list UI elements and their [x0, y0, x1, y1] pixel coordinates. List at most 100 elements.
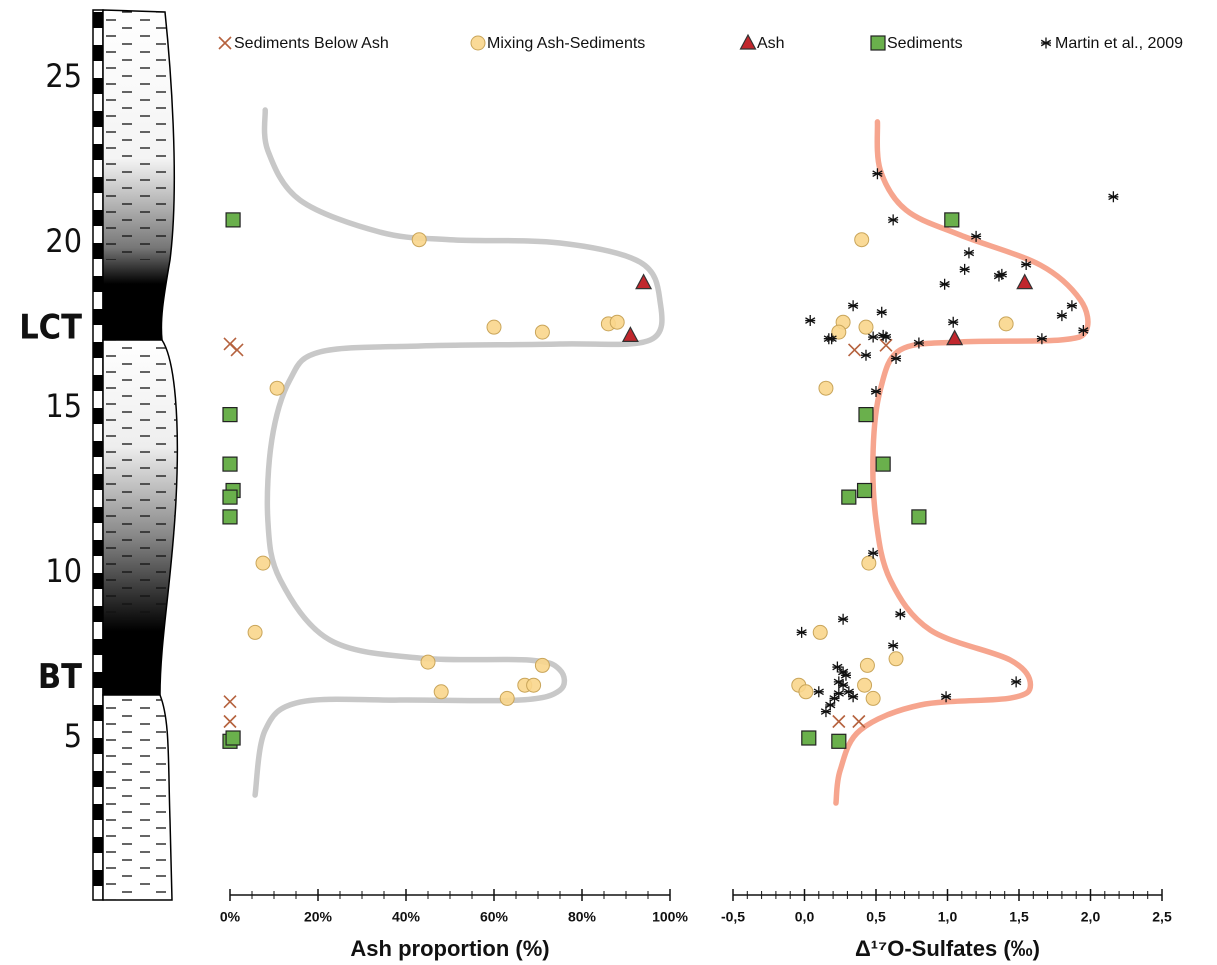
star-marker: [843, 686, 854, 698]
square-marker: [856, 482, 873, 499]
circle-marker: [831, 324, 847, 340]
star-marker: [880, 331, 892, 343]
series: [946, 273, 1034, 346]
cross-marker: [230, 343, 244, 357]
y-tick-label: 10: [45, 552, 82, 590]
x-axis-label: Δ¹⁷O-Sulfates (‰): [855, 936, 1040, 961]
y-tick-label: 15: [45, 387, 82, 425]
star-marker: [813, 686, 824, 698]
star-marker: [993, 270, 1005, 282]
circle-marker: [859, 657, 875, 673]
star-marker: [848, 300, 859, 312]
square-marker: [858, 407, 874, 423]
star-marker: [1078, 324, 1089, 336]
y-tick-label: BT: [38, 657, 82, 697]
square-marker: [875, 456, 891, 472]
x-tick-label: 1,5: [1009, 909, 1029, 925]
x-tick-label: 0,0: [795, 909, 815, 925]
square-marker: [944, 212, 960, 228]
legend-label: Sediments Below Ash: [234, 35, 389, 52]
star-marker: [860, 349, 872, 361]
circle-marker: [526, 677, 542, 693]
x-tick-label: 1,0: [938, 909, 958, 925]
circle-marker: [411, 232, 427, 248]
circle-marker: [499, 690, 515, 706]
circle-marker: [857, 677, 873, 693]
square-marker: [911, 509, 927, 525]
star-marker: [833, 687, 844, 699]
cross-marker: [223, 695, 237, 709]
square-marker: [222, 509, 238, 525]
star-marker: [829, 692, 840, 704]
circle-marker: [269, 380, 285, 396]
square-marker: [222, 456, 238, 472]
circle-marker: [534, 657, 550, 673]
cross-marker: [879, 338, 893, 352]
star-marker: [838, 613, 849, 625]
star-marker: [868, 547, 879, 559]
triangle-marker: [946, 329, 964, 346]
square-marker: [831, 733, 847, 749]
cross-marker: [832, 714, 846, 729]
circle-marker: [865, 690, 881, 706]
star-marker: [870, 386, 882, 397]
square-marker: [225, 730, 241, 746]
star-marker: [888, 214, 899, 226]
series: [222, 212, 241, 749]
star-marker: [1036, 333, 1047, 345]
trend-curve: [833, 119, 1091, 806]
square-marker: [801, 730, 817, 746]
circle-marker: [470, 35, 486, 51]
circle-marker: [888, 651, 904, 667]
star-marker: [888, 640, 899, 652]
x-tick-label: 2,5: [1152, 909, 1172, 925]
x-tick-label: 0%: [220, 909, 241, 925]
star-marker: [963, 247, 975, 259]
star-marker: [971, 230, 982, 242]
cross-marker: [847, 343, 862, 357]
circle-marker: [255, 555, 271, 571]
scale-bar: [92, 9, 104, 901]
y-tick-label: 20: [45, 222, 82, 260]
x-tick-label: 40%: [392, 909, 421, 925]
cross-marker: [218, 36, 232, 50]
y-tick-label: 25: [45, 57, 82, 95]
series: [801, 212, 960, 749]
circle-marker: [998, 316, 1014, 332]
series: [791, 232, 1014, 706]
legend: Sediments Below Ash Mixing Ash-Sediments A…: [218, 33, 1183, 52]
layer-texture: [103, 340, 178, 620]
circle-marker: [812, 624, 828, 640]
star-marker: [876, 306, 887, 318]
layer-texture: [103, 695, 172, 900]
star-marker: [826, 333, 837, 345]
x-tick-label: 20%: [304, 909, 333, 925]
star-marker: [848, 691, 859, 703]
star-marker: [1011, 676, 1022, 688]
triangle-marker: [635, 273, 653, 290]
strat-column: [92, 9, 179, 901]
square-marker: [870, 35, 886, 51]
circle-marker: [247, 624, 263, 640]
star-marker: [1066, 300, 1077, 312]
series: [247, 232, 625, 706]
cross-marker: [852, 714, 866, 729]
circle-marker: [818, 380, 834, 396]
circle-marker: [534, 324, 550, 340]
square-marker: [841, 489, 857, 505]
star-marker: [940, 691, 952, 703]
legend-label: Sediments: [887, 35, 963, 52]
x-tick-label: 100%: [652, 909, 688, 925]
y-tick-label: LCT: [19, 307, 82, 347]
star-marker: [913, 337, 924, 349]
x-tick-label: 60%: [480, 909, 509, 925]
star-marker: [838, 679, 849, 691]
star-marker: [948, 316, 959, 328]
circle-marker: [609, 314, 625, 330]
legend-label: Ash: [757, 35, 785, 52]
star-marker: [939, 278, 950, 290]
star-marker: [890, 353, 902, 364]
layer-texture: [103, 10, 175, 260]
star-marker: [1056, 310, 1067, 322]
